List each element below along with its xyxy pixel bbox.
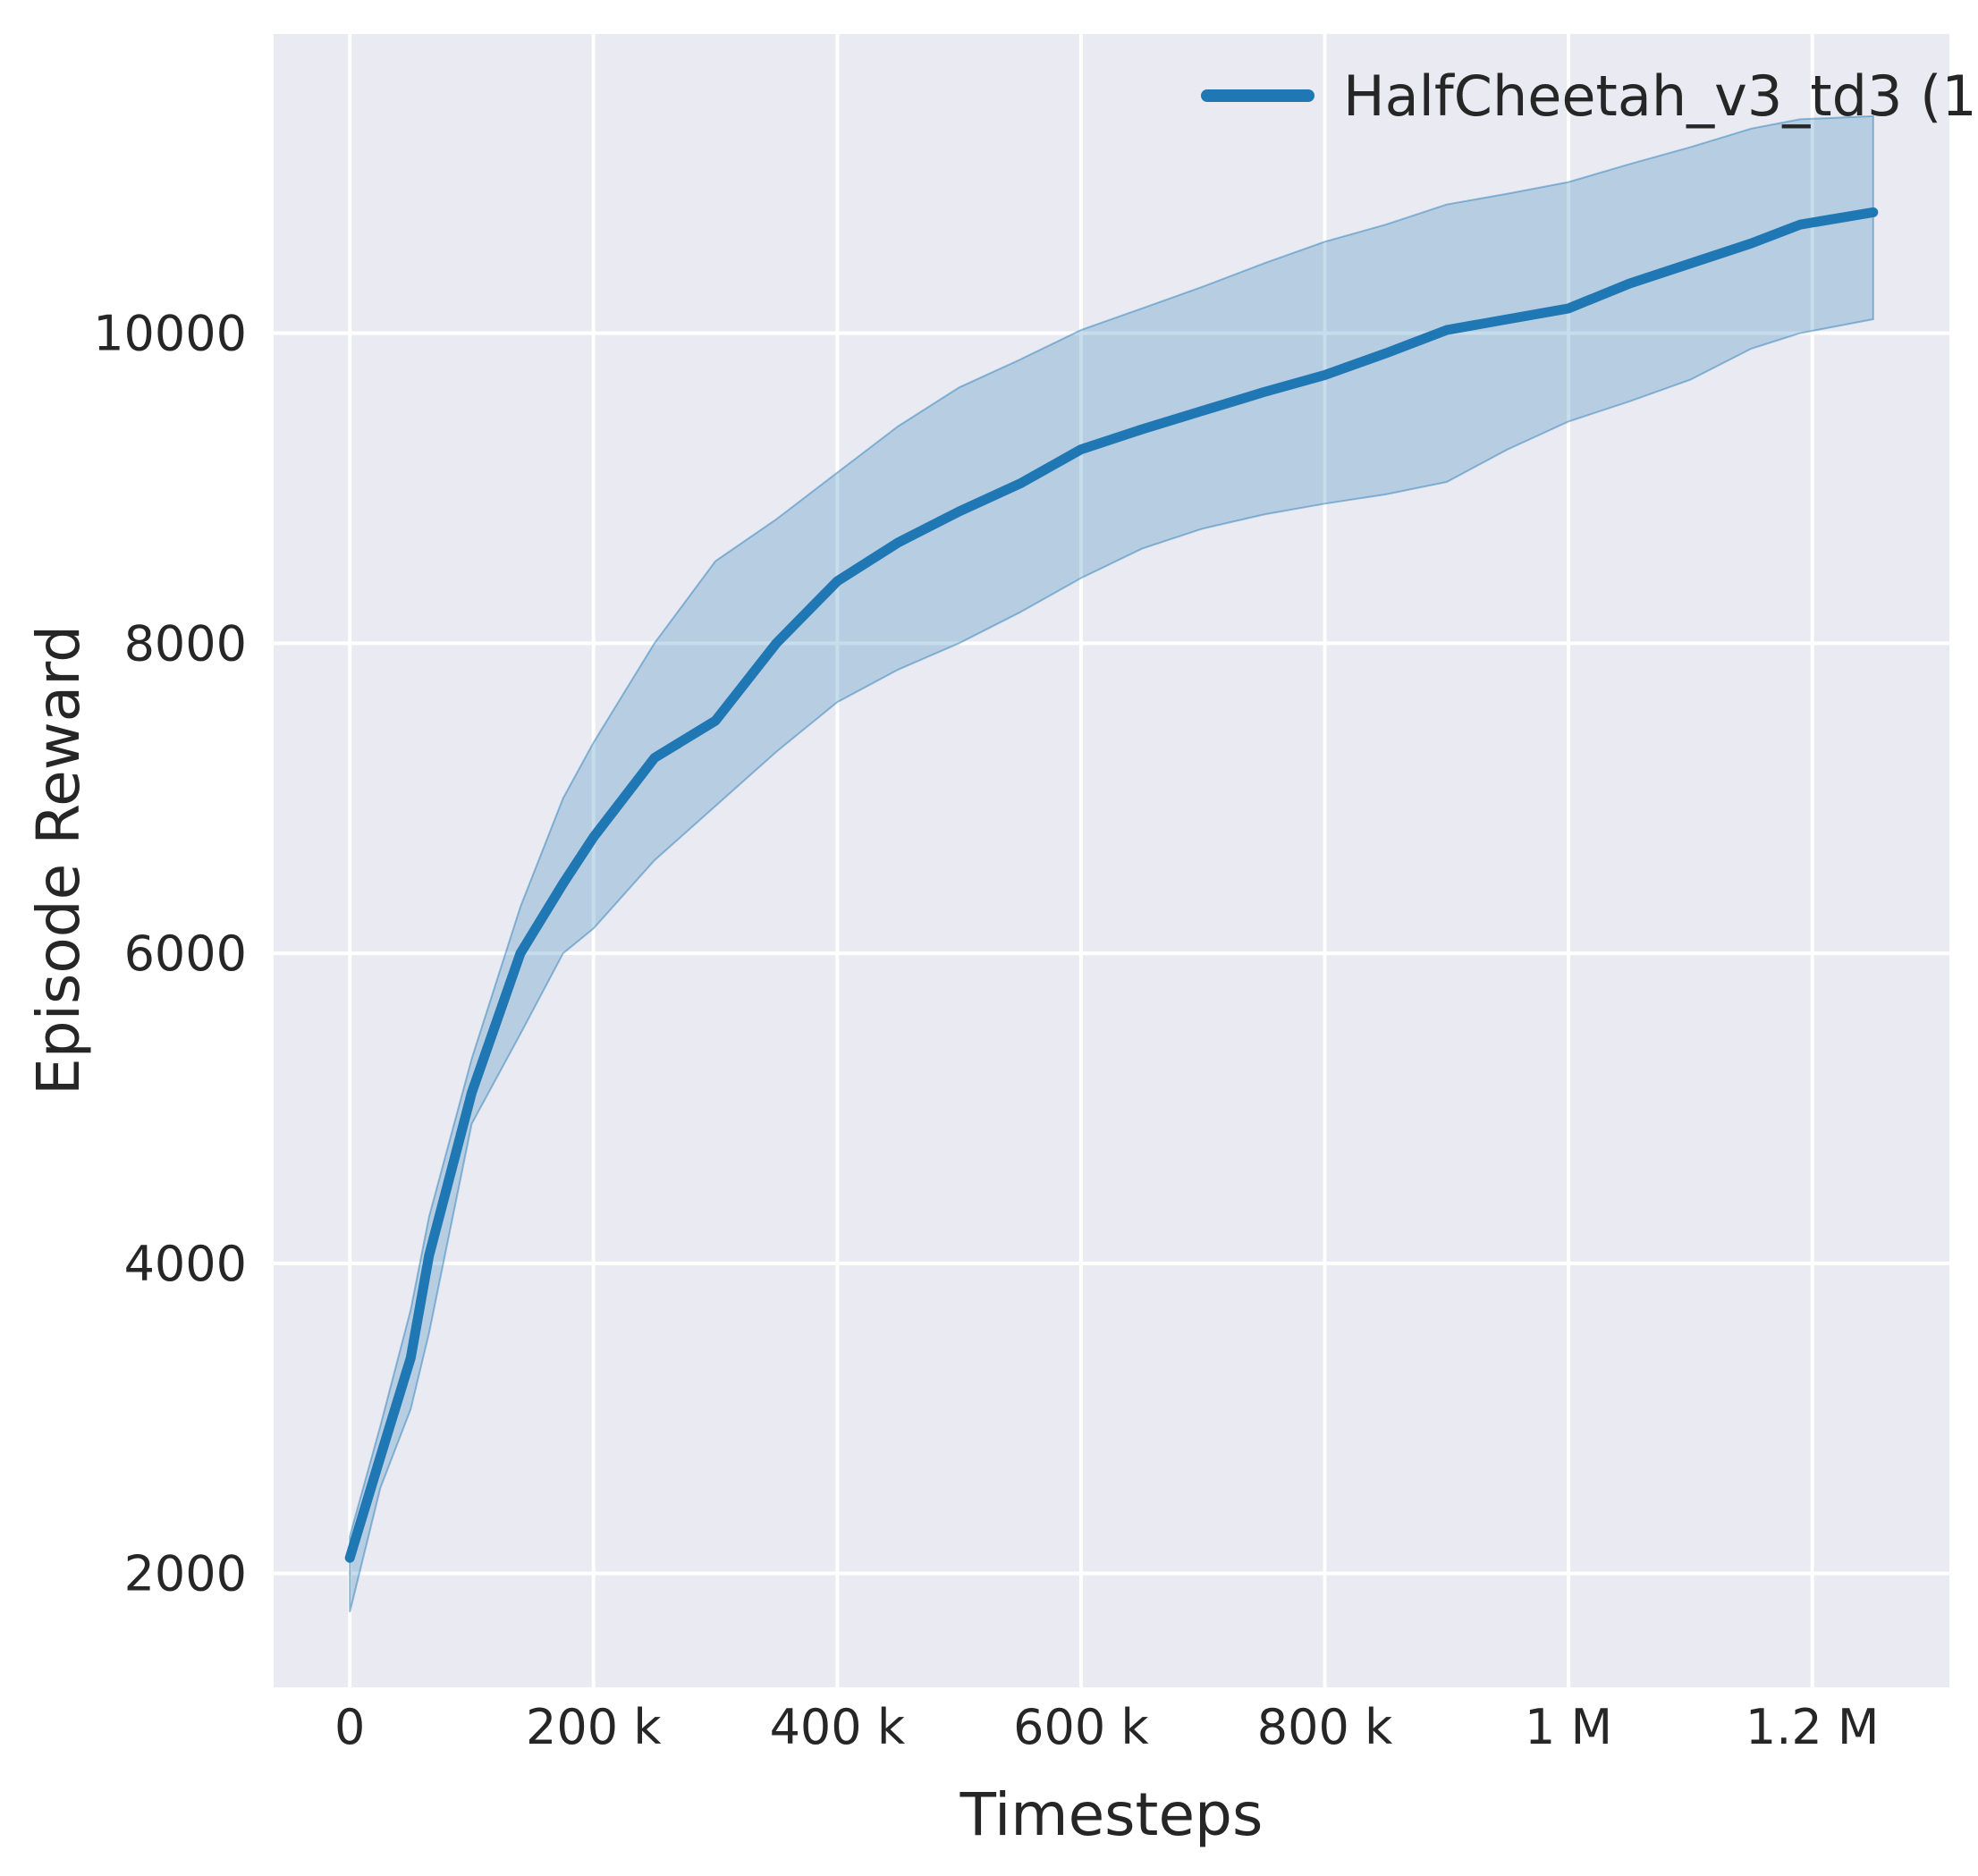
- x-tick-label: 1.2 M: [1746, 1699, 1880, 1755]
- y-tick-label: 6000: [124, 925, 247, 982]
- x-axis-ticks: 0 200 k 400 k 600 k 800 k 1 M 1.2 M: [334, 1699, 1879, 1755]
- x-tick-label: 400 k: [770, 1699, 906, 1755]
- x-tick-label: 800 k: [1257, 1699, 1393, 1755]
- y-tick-label: 4000: [124, 1236, 247, 1292]
- y-axis-ticks: 2000 4000 6000 8000 10000: [93, 306, 247, 1602]
- y-tick-label: 10000: [93, 306, 247, 362]
- x-tick-label: 1 M: [1525, 1699, 1612, 1755]
- y-axis-label: Episode Reward: [24, 625, 93, 1095]
- plot-area: [274, 34, 1949, 1687]
- confidence-band: [349, 114, 1874, 1613]
- x-axis-label: Timesteps: [959, 1780, 1264, 1849]
- legend: HalfCheetah_v3_td3 (10): [1201, 63, 1978, 129]
- y-tick-label: 2000: [124, 1546, 247, 1602]
- x-tick-label: 600 k: [1013, 1699, 1149, 1755]
- legend-label: HalfCheetah_v3_td3 (10): [1343, 63, 1978, 129]
- mean-line: [344, 207, 1879, 1563]
- y-tick-label: 8000: [124, 615, 247, 672]
- x-tick-label: 200 k: [526, 1699, 662, 1755]
- x-tick-label: 0: [334, 1699, 365, 1755]
- gridlines: [274, 34, 1949, 1687]
